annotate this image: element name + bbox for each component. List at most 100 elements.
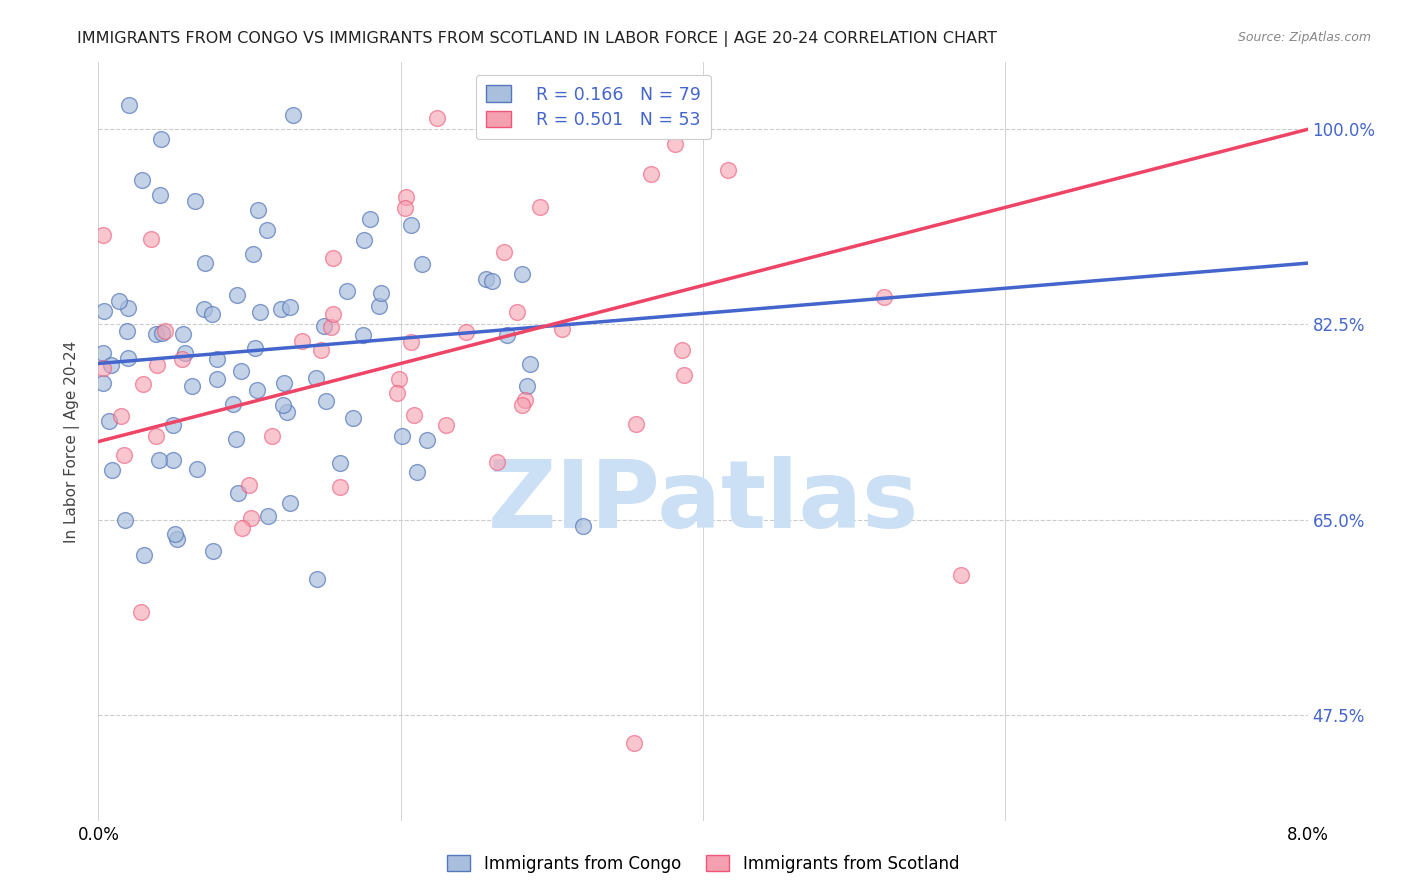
Point <box>150 326 173 341</box>
Point <box>91 376 114 391</box>
Point <box>148 452 170 467</box>
Point <box>91 346 114 360</box>
Point <box>247 203 270 218</box>
Point <box>273 376 295 390</box>
Point <box>309 343 332 357</box>
Point <box>387 386 409 401</box>
Point <box>221 396 243 410</box>
Point <box>315 394 337 409</box>
Point <box>510 268 533 282</box>
Point <box>329 480 352 494</box>
Point <box>368 299 391 313</box>
Point <box>100 358 122 372</box>
Text: ZIPatlas: ZIPatlas <box>488 456 918 549</box>
Point <box>434 418 457 433</box>
Point <box>110 409 132 423</box>
Point <box>475 272 498 286</box>
Point <box>353 233 375 247</box>
Point <box>174 346 197 360</box>
Point <box>671 343 693 358</box>
Point <box>246 383 269 397</box>
Point <box>228 486 250 500</box>
Point <box>312 318 335 333</box>
Point <box>298 18 321 32</box>
Point <box>441 39 464 54</box>
Point <box>181 379 204 393</box>
Point <box>243 342 266 356</box>
Point <box>240 511 263 525</box>
Point <box>132 548 155 562</box>
Point <box>132 377 155 392</box>
Point <box>131 173 153 187</box>
Point <box>305 572 328 586</box>
Point <box>238 478 260 492</box>
Point <box>319 320 342 334</box>
Point <box>370 285 392 300</box>
Point <box>395 189 418 203</box>
Point <box>162 453 184 467</box>
Point <box>153 324 176 338</box>
Point <box>225 432 247 446</box>
Point <box>108 293 131 308</box>
Point <box>166 532 188 546</box>
Point <box>596 120 619 134</box>
Point <box>513 392 536 407</box>
Point <box>291 334 314 349</box>
Point <box>508 120 530 134</box>
Point <box>163 526 186 541</box>
Point <box>101 463 124 477</box>
Point <box>118 98 141 112</box>
Point <box>162 418 184 433</box>
Point <box>486 454 509 468</box>
Point <box>391 428 413 442</box>
Point <box>405 465 427 479</box>
Point <box>145 326 167 341</box>
Point <box>506 304 529 318</box>
Point <box>454 326 477 340</box>
Point <box>231 364 253 378</box>
Point <box>510 398 533 412</box>
Point <box>426 111 449 125</box>
Point <box>149 132 172 146</box>
Point <box>280 300 302 314</box>
Point <box>117 351 139 366</box>
Point <box>516 379 538 393</box>
Point <box>231 521 253 535</box>
Point <box>336 284 359 298</box>
Point <box>623 736 645 750</box>
Point <box>170 352 193 367</box>
Point <box>402 408 425 422</box>
Point <box>416 433 439 447</box>
Point <box>145 358 167 372</box>
Point <box>193 301 215 316</box>
Y-axis label: In Labor Force | Age 20-24: In Labor Force | Age 20-24 <box>63 341 80 542</box>
Point <box>533 7 555 21</box>
Point <box>270 301 292 316</box>
Point <box>256 223 278 237</box>
Point <box>91 361 114 376</box>
Point <box>172 326 194 341</box>
Point <box>359 212 381 227</box>
Point <box>496 328 519 343</box>
Point <box>551 322 574 336</box>
Point <box>91 228 114 243</box>
Point <box>115 324 138 338</box>
Point <box>260 428 283 442</box>
Point <box>205 351 228 366</box>
Point <box>201 543 224 558</box>
Point <box>529 200 551 214</box>
Point <box>257 509 280 524</box>
Point <box>626 417 648 431</box>
Point <box>149 188 172 202</box>
Point <box>388 371 411 385</box>
Point <box>322 307 344 321</box>
Point <box>184 194 207 208</box>
Point <box>950 568 973 582</box>
Point <box>283 107 305 121</box>
Point <box>249 304 271 318</box>
Point <box>280 496 302 510</box>
Point <box>672 368 695 382</box>
Point <box>112 448 135 462</box>
Point <box>139 232 162 246</box>
Point <box>873 290 896 304</box>
